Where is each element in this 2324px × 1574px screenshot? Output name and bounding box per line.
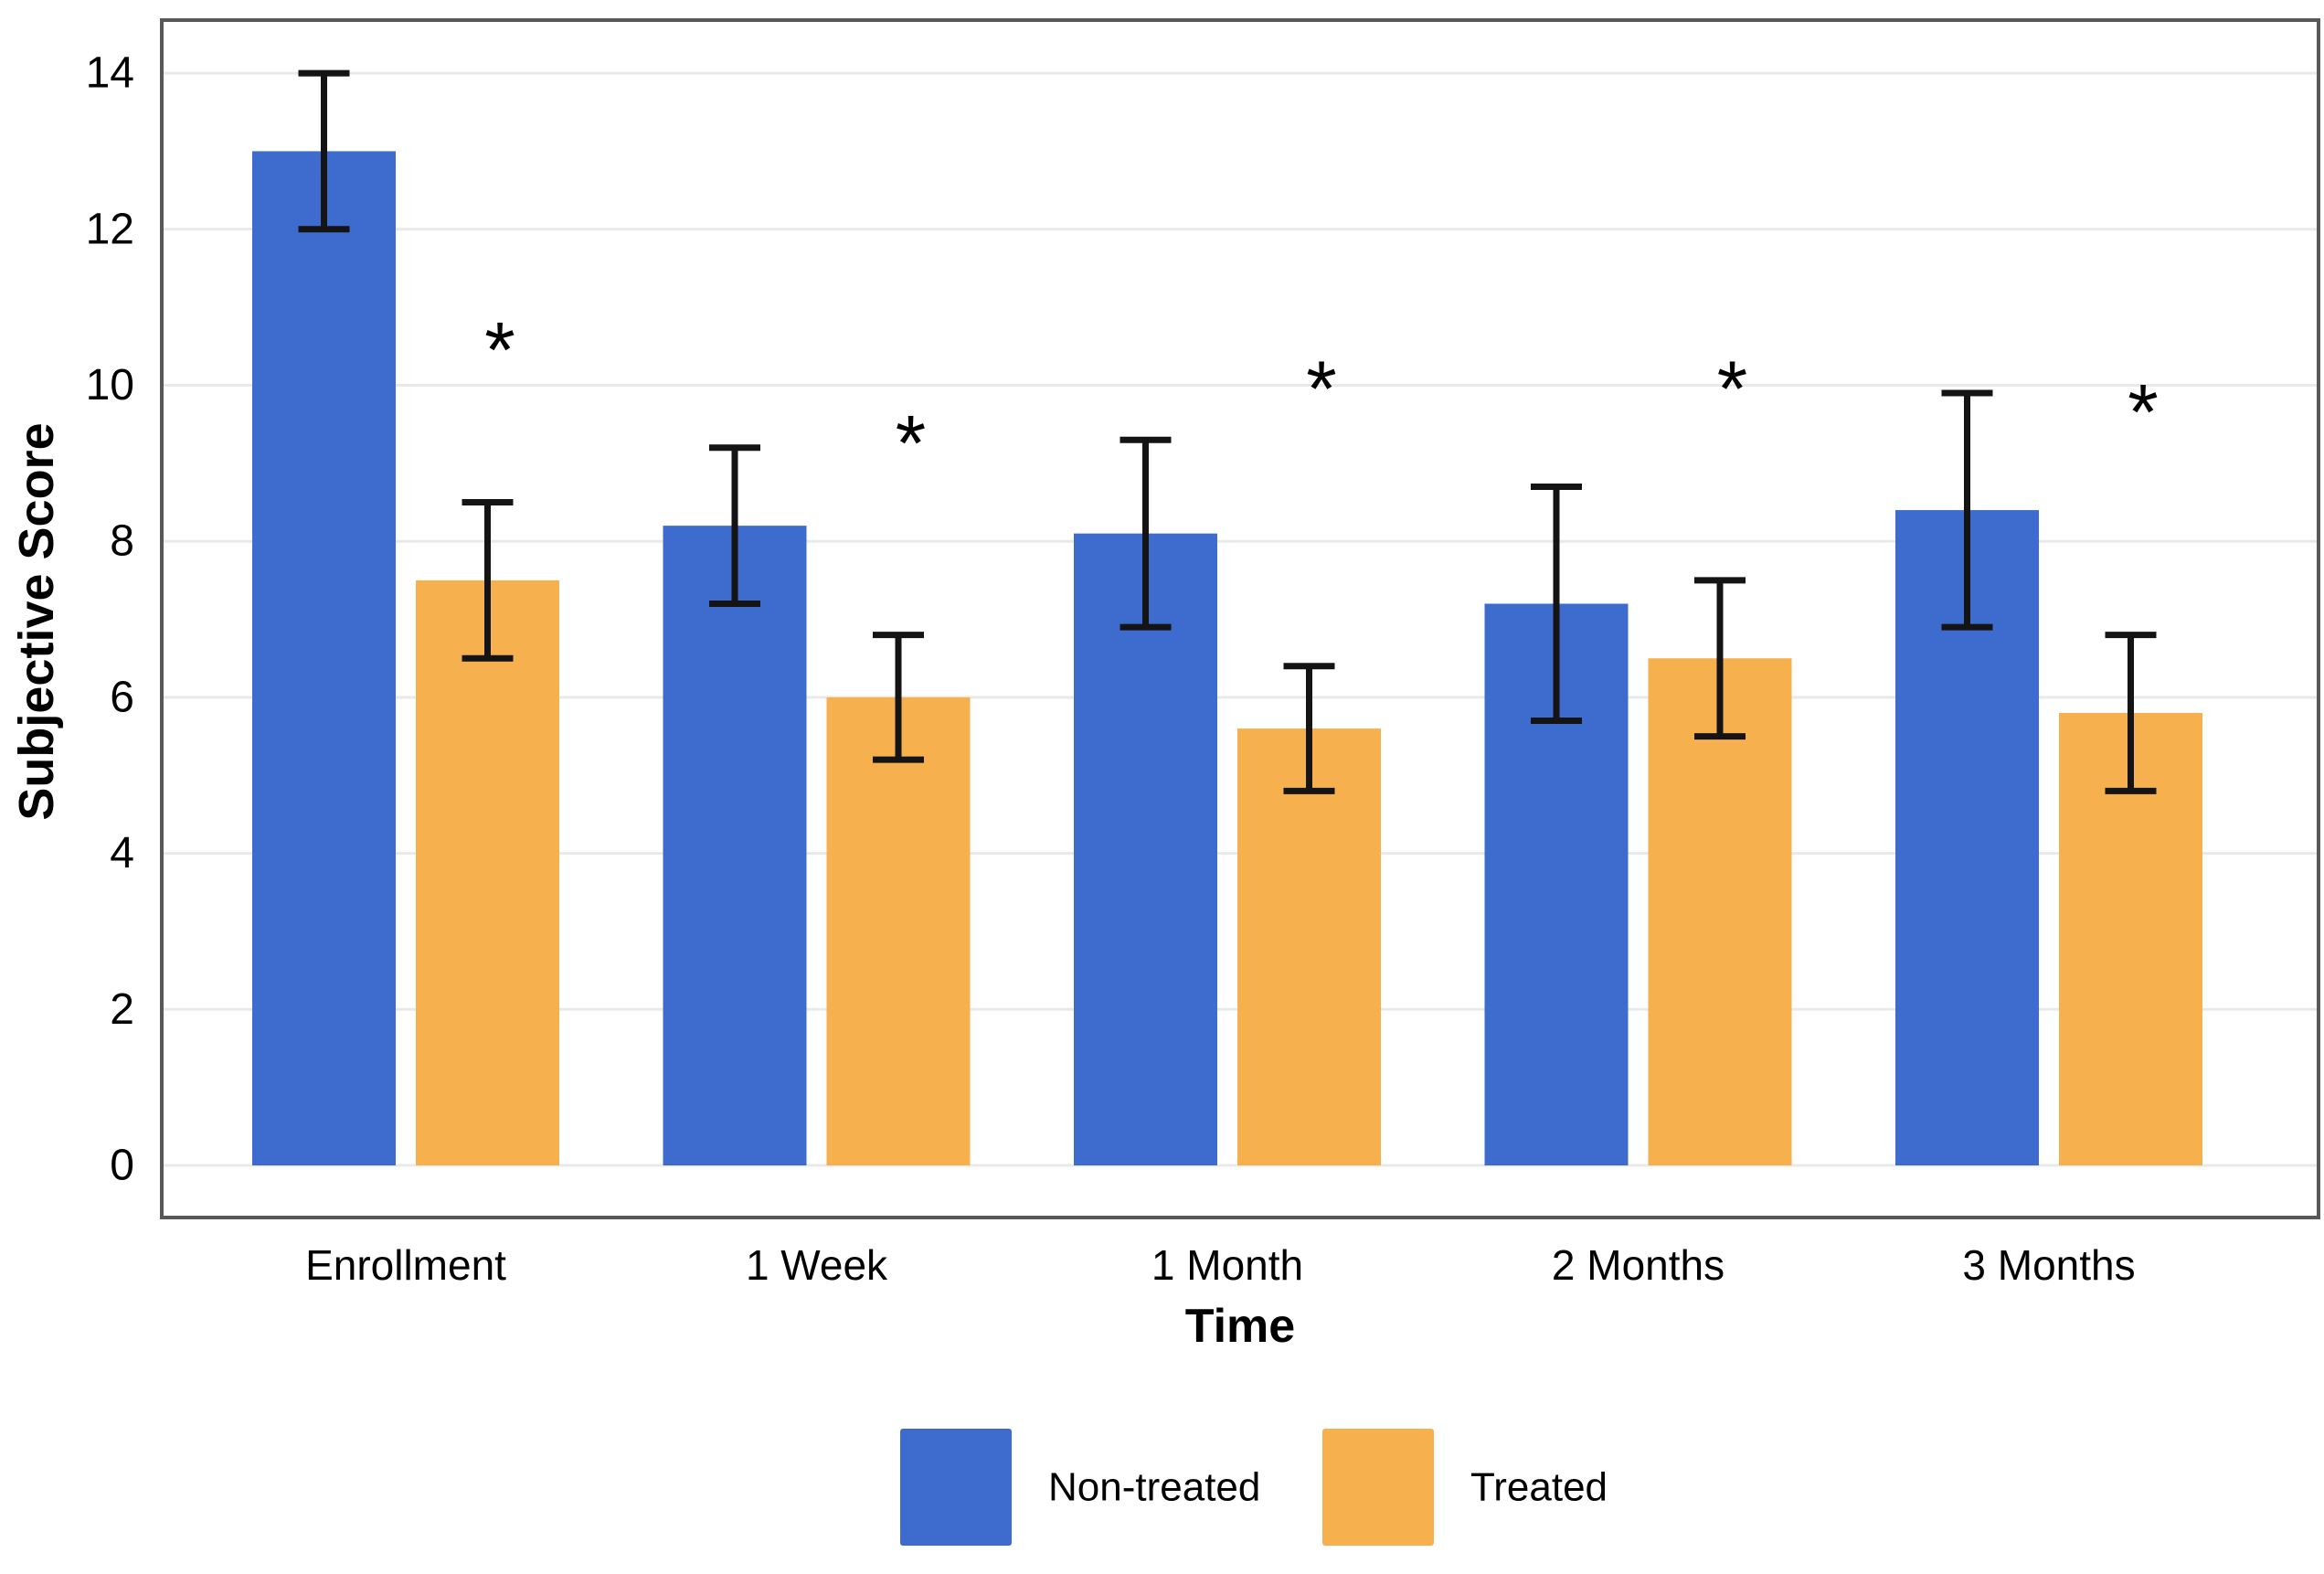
bar-non-treated-1	[663, 526, 807, 1165]
bar-treated-2	[1237, 729, 1381, 1165]
x-tick-label-4: 3 Months	[1962, 1241, 2135, 1289]
error-bar-treated-0	[462, 499, 514, 662]
significance-asterisk-0: *	[484, 306, 515, 394]
significance-asterisk-4: *	[2128, 369, 2158, 457]
error-bar-non-treated-4	[1941, 389, 1993, 631]
bar-non-treated-0	[252, 151, 396, 1166]
significance-asterisks: * * * * *	[484, 306, 2158, 487]
x-tick-labels: Enrollment 1 Week 1 Month 2 Months 3 Months	[305, 1241, 2136, 1289]
y-tick-label-6: 6	[110, 673, 134, 721]
plot-frame	[160, 18, 2320, 1219]
significance-asterisk-3: *	[1717, 346, 1747, 433]
y-tick-label-8: 8	[110, 517, 134, 566]
x-axis-title: Time	[1185, 1300, 1295, 1353]
error-bar-treated-3	[1694, 577, 1746, 740]
legend-swatch-treated	[1322, 1429, 1434, 1546]
bar-treated-3	[1648, 658, 1792, 1165]
y-tick-label-10: 10	[86, 361, 134, 409]
x-tick-label-3: 2 Months	[1552, 1241, 1724, 1289]
legend: Non-treated Treated	[900, 1429, 1608, 1546]
error-bar-treated-2	[1283, 663, 1335, 794]
x-tick-label-1: 1 Week	[746, 1241, 888, 1289]
y-tick-labels: 0 2 4 6 8 10 12 14	[86, 49, 134, 1190]
y-tick-label-4: 4	[110, 829, 134, 877]
error-bar-non-treated-3	[1531, 483, 1582, 725]
error-bar-non-treated-2	[1120, 436, 1172, 631]
x-tick-label-0: Enrollment	[305, 1241, 506, 1289]
y-axis-title: Subjective Score	[9, 422, 64, 820]
x-tick-label-2: 1 Month	[1151, 1241, 1303, 1289]
legend-label-treated: Treated	[1470, 1465, 1608, 1510]
y-tick-label-14: 14	[86, 49, 134, 98]
legend-label-non-treated: Non-treated	[1048, 1465, 1260, 1510]
bar-treated-0	[416, 580, 559, 1165]
error-bars	[298, 69, 2157, 794]
error-bar-treated-4	[2105, 632, 2157, 794]
error-bar-non-treated-0	[298, 69, 350, 233]
bars	[252, 151, 2202, 1166]
bar-treated-1	[826, 697, 971, 1165]
error-bar-treated-1	[873, 632, 924, 763]
y-tick-label-2: 2	[110, 985, 134, 1034]
significance-asterisk-2: *	[1306, 346, 1336, 433]
significance-asterisk-1: *	[896, 400, 926, 488]
legend-swatch-non-treated	[900, 1429, 1012, 1546]
y-tick-label-12: 12	[86, 205, 134, 253]
bar-non-treated-2	[1074, 533, 1217, 1165]
error-bar-non-treated-1	[709, 444, 760, 607]
y-tick-label-0: 0	[110, 1142, 134, 1190]
